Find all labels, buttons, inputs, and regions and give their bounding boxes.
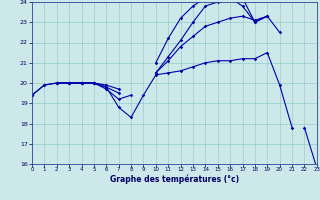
X-axis label: Graphe des températures (°c): Graphe des températures (°c) <box>110 175 239 184</box>
